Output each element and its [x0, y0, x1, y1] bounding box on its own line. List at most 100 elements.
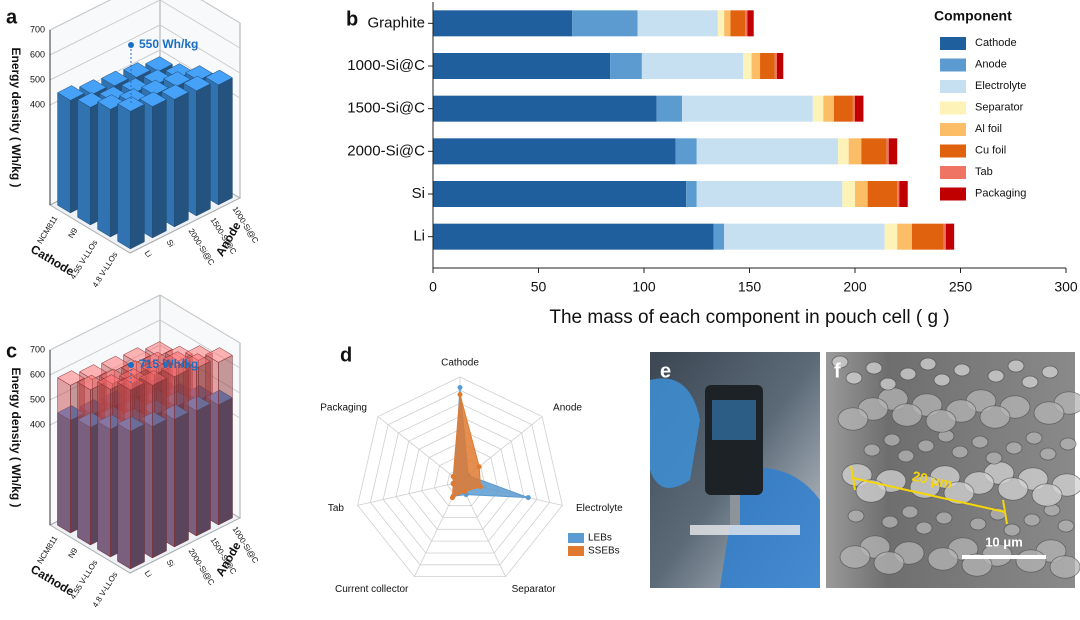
bar-segment: [823, 95, 834, 122]
bar-side: [130, 382, 145, 570]
x-tick-label: 200: [843, 279, 867, 295]
annotation-dot: [128, 362, 134, 368]
grain: [1059, 437, 1077, 451]
bar-segment: [433, 223, 714, 250]
bar-segment: [743, 53, 752, 79]
bar-segment: [842, 181, 855, 207]
bar-top: [117, 96, 145, 112]
bar-top: [123, 347, 151, 363]
legend-swatch: [568, 533, 584, 543]
panel-label: e: [660, 360, 671, 382]
grain: [1005, 441, 1023, 455]
bar-segment: [724, 223, 885, 250]
bar-segment: [855, 181, 868, 207]
measure-cap: [1002, 499, 1008, 525]
grain: [1031, 483, 1063, 507]
y-tick-label: 2000-Si@C: [347, 142, 425, 159]
caliper-screen: [712, 400, 756, 440]
bar-segment: [899, 181, 908, 207]
grain: [865, 361, 883, 375]
legend-label: Cu foil: [975, 144, 1006, 156]
grain: [925, 409, 957, 433]
chart-radar: d Cathode Anode Electrolyte Separator Current…: [320, 344, 623, 595]
radar-point: [525, 495, 531, 501]
grain: [987, 369, 1005, 383]
spoke: [377, 416, 461, 483]
x-axis-title: Cathode: [28, 562, 77, 599]
grain: [891, 403, 923, 427]
z-tick-label: 400: [30, 99, 45, 109]
grain: [1033, 401, 1065, 425]
x-tick-label: 300: [1054, 279, 1078, 295]
radar-area: [451, 394, 482, 499]
annotation: 715 Wh/kg: [139, 357, 198, 371]
legend-swatch: [940, 101, 966, 115]
bar-side: [117, 381, 131, 570]
bar-segment: [886, 138, 889, 165]
grid-line: [49, 0, 241, 56]
legend-swatch: [568, 546, 584, 556]
bar-segment: [867, 181, 898, 207]
bar-side: [152, 99, 167, 239]
bar-side: [218, 77, 233, 206]
legend-swatch: [940, 166, 966, 179]
axis-label: Current collector: [335, 584, 409, 595]
z-tick-label: 500: [30, 74, 45, 84]
grain: [837, 407, 869, 431]
grain: [951, 445, 969, 459]
grid-ring: [357, 376, 563, 577]
grid-ring: [395, 415, 525, 542]
panel-label: c: [6, 340, 17, 362]
bar-segment: [812, 95, 824, 122]
x-tick-label: 0: [429, 279, 437, 295]
grain: [953, 363, 971, 377]
bar-segment: [675, 138, 697, 165]
grain: [1023, 513, 1041, 527]
legend-swatch: [940, 80, 966, 93]
grain: [1021, 375, 1039, 389]
bar-top: [183, 75, 211, 92]
grain: [879, 377, 897, 391]
panel-label: b: [346, 8, 358, 30]
grain: [933, 373, 951, 387]
bar-side: [97, 381, 111, 558]
grain: [897, 449, 915, 463]
x-tick-label: 100: [632, 279, 656, 295]
bar-top: [183, 353, 211, 369]
legend-label: Electrolyte: [975, 80, 1026, 92]
bar-side: [117, 103, 131, 250]
bar-side: [152, 377, 167, 559]
bar-top: [141, 79, 169, 96]
grain: [943, 481, 975, 505]
x-tick-label: NCM811: [35, 214, 59, 246]
bar-segment: [897, 181, 900, 207]
y-tick-label: Li: [143, 569, 154, 579]
x-tick-label: 250: [949, 279, 973, 295]
z-tick-label: 600: [30, 369, 45, 379]
y-tick-label: Li: [413, 228, 425, 245]
bar-segment: [724, 10, 731, 37]
grain: [1041, 365, 1059, 379]
bar-side: [174, 369, 189, 548]
bar-segment: [838, 138, 849, 165]
bar-segment: [572, 10, 638, 37]
bar-segment: [696, 138, 839, 165]
spoke: [459, 481, 506, 577]
y-tick-label: Graphite: [367, 14, 425, 31]
x-tick-label: 50: [531, 279, 547, 295]
radar-point: [457, 385, 463, 390]
x-axis-title: Cathode: [28, 242, 77, 279]
bar-segment: [656, 95, 682, 122]
z-tick-label: 700: [30, 24, 45, 34]
bar-top: [139, 370, 167, 386]
bar-side: [97, 101, 111, 238]
bar-top: [139, 91, 167, 107]
legend-label: LEBs: [588, 533, 612, 544]
axis-label: Tab: [328, 503, 345, 514]
z-tick-label: 700: [30, 344, 45, 354]
bar-side: [130, 103, 145, 250]
grid-ring: [408, 429, 512, 530]
bar-segment: [776, 53, 784, 79]
axis-label: Separator: [512, 584, 557, 595]
radar-point: [457, 392, 463, 397]
